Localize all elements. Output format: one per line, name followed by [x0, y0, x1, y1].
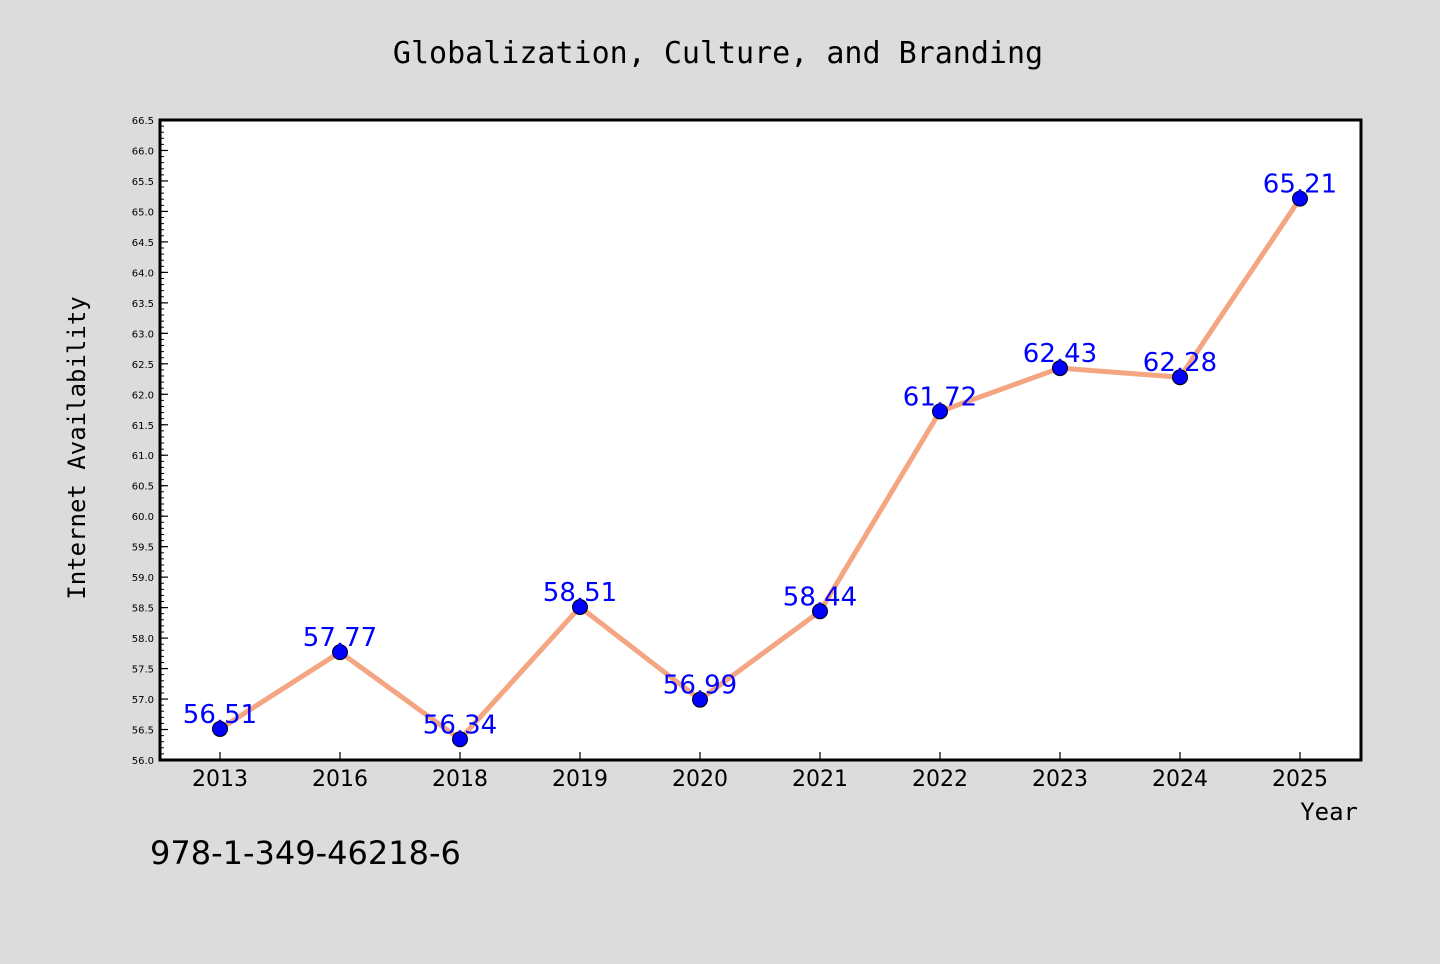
isbn-annotation: 978-1-349-46218-6 — [150, 834, 461, 872]
x-tick-label: 2025 — [1272, 767, 1328, 792]
data-label: 56.99 — [663, 671, 737, 701]
data-label: 62.28 — [1143, 348, 1217, 378]
x-tick-label: 2023 — [1032, 767, 1088, 792]
data-point — [1052, 360, 1068, 377]
y-tick-label: 57.0 — [132, 695, 154, 706]
x-tick-label: 2020 — [672, 767, 728, 792]
series-layer — [212, 190, 1308, 748]
data-label: 58.51 — [543, 578, 617, 608]
y-tick-label: 66.0 — [132, 146, 154, 157]
data-point — [692, 691, 708, 708]
x-tick-label: 2013 — [192, 767, 248, 792]
y-axis-label: Internet Availability — [63, 296, 91, 599]
x-tick-label: 2024 — [1152, 767, 1208, 792]
x-tick-label: 2019 — [552, 767, 608, 792]
y-tick-label: 56.0 — [132, 756, 154, 767]
data-label: 61.72 — [903, 382, 977, 412]
y-axis: 56.0 56.5 57.0 57.5 58.0 58.5 59.0 59.5 60.0 60.5… — [132, 116, 168, 767]
y-tick-label: 56.5 — [132, 726, 154, 737]
data-point — [1292, 190, 1308, 207]
x-axis: 2013 2016 2018 2019 2020 2021 2022 2023 2024 2025 — [192, 752, 1328, 792]
y-tick-label: 65.5 — [132, 177, 154, 188]
x-axis-label: Year — [1300, 798, 1358, 826]
y-tick-label: 61.0 — [132, 451, 154, 462]
y-tick-label: 65.0 — [132, 207, 154, 218]
data-labels: 56.51 57.77 56.34 58.51 56.99 58.44 61.72 62.43… — [183, 170, 1337, 741]
y-tick-label: 62.0 — [132, 390, 154, 401]
y-tick-label: 64.0 — [132, 268, 154, 279]
data-point — [452, 731, 468, 748]
y-tick-label: 57.5 — [132, 665, 154, 676]
y-tick-label: 62.5 — [132, 360, 154, 371]
x-tick-label: 2016 — [312, 767, 368, 792]
y-tick-label: 61.5 — [132, 421, 154, 432]
y-tick-label: 59.0 — [132, 573, 154, 584]
y-tick-label: 64.5 — [132, 238, 154, 249]
y-tick-label: 60.0 — [132, 512, 154, 523]
x-tick-label: 2022 — [912, 767, 968, 792]
data-point — [1172, 369, 1188, 386]
x-tick-label: 2018 — [432, 767, 488, 792]
y-tick-label: 63.0 — [132, 329, 154, 340]
data-label: 62.43 — [1023, 339, 1097, 369]
data-point — [332, 644, 348, 661]
data-point — [932, 403, 948, 420]
series-line — [217, 196, 1303, 742]
y-tick-label: 63.5 — [132, 299, 154, 310]
y-tick-label: 59.5 — [132, 543, 154, 554]
chart-title: Globalization, Culture, and Branding — [393, 36, 1043, 71]
data-label: 65.21 — [1263, 170, 1337, 200]
plot-area — [158, 118, 1363, 762]
y-tick-label: 58.0 — [132, 634, 154, 645]
data-label: 57.77 — [303, 623, 377, 653]
data-point — [212, 720, 228, 737]
x-tick-label: 2021 — [792, 767, 848, 792]
data-label: 56.51 — [183, 700, 257, 730]
data-label: 58.44 — [783, 582, 857, 612]
y-tick-label: 60.5 — [132, 482, 154, 493]
y-tick-label: 58.5 — [132, 604, 154, 615]
data-point — [812, 603, 828, 620]
data-label: 56.34 — [423, 710, 497, 740]
data-point — [572, 599, 588, 616]
y-tick-label: 66.5 — [132, 116, 154, 127]
